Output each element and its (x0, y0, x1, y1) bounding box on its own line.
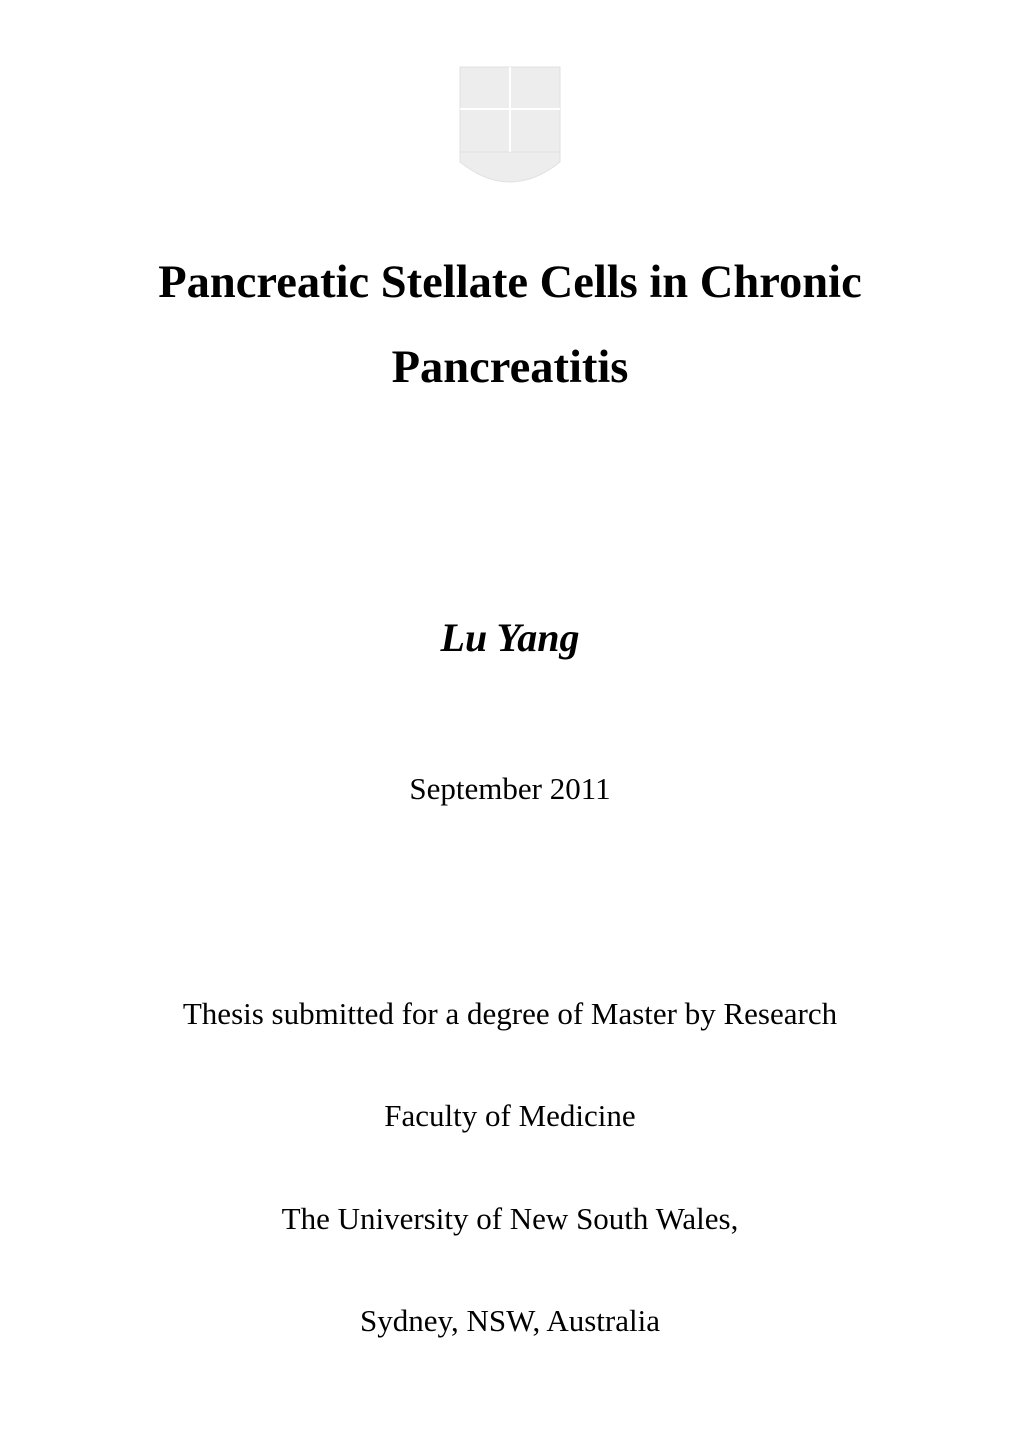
crest-svg (455, 62, 565, 192)
submission-statement: Thesis submitted for a degree of Master … (0, 998, 1020, 1029)
faculty-name: Faculty of Medicine (0, 1100, 1020, 1131)
university-crest-emblem (455, 62, 565, 192)
submission-date: September 2011 (0, 773, 1020, 804)
university-name: The University of New South Wales, (0, 1203, 1020, 1234)
location-text: Sydney, NSW, Australia (0, 1305, 1020, 1336)
thesis-title-line-2: Pancreatitis (0, 345, 1020, 392)
author-name: Lu Yang (0, 618, 1020, 658)
thesis-title-line-1: Pancreatic Stellate Cells in Chronic (0, 260, 1020, 307)
